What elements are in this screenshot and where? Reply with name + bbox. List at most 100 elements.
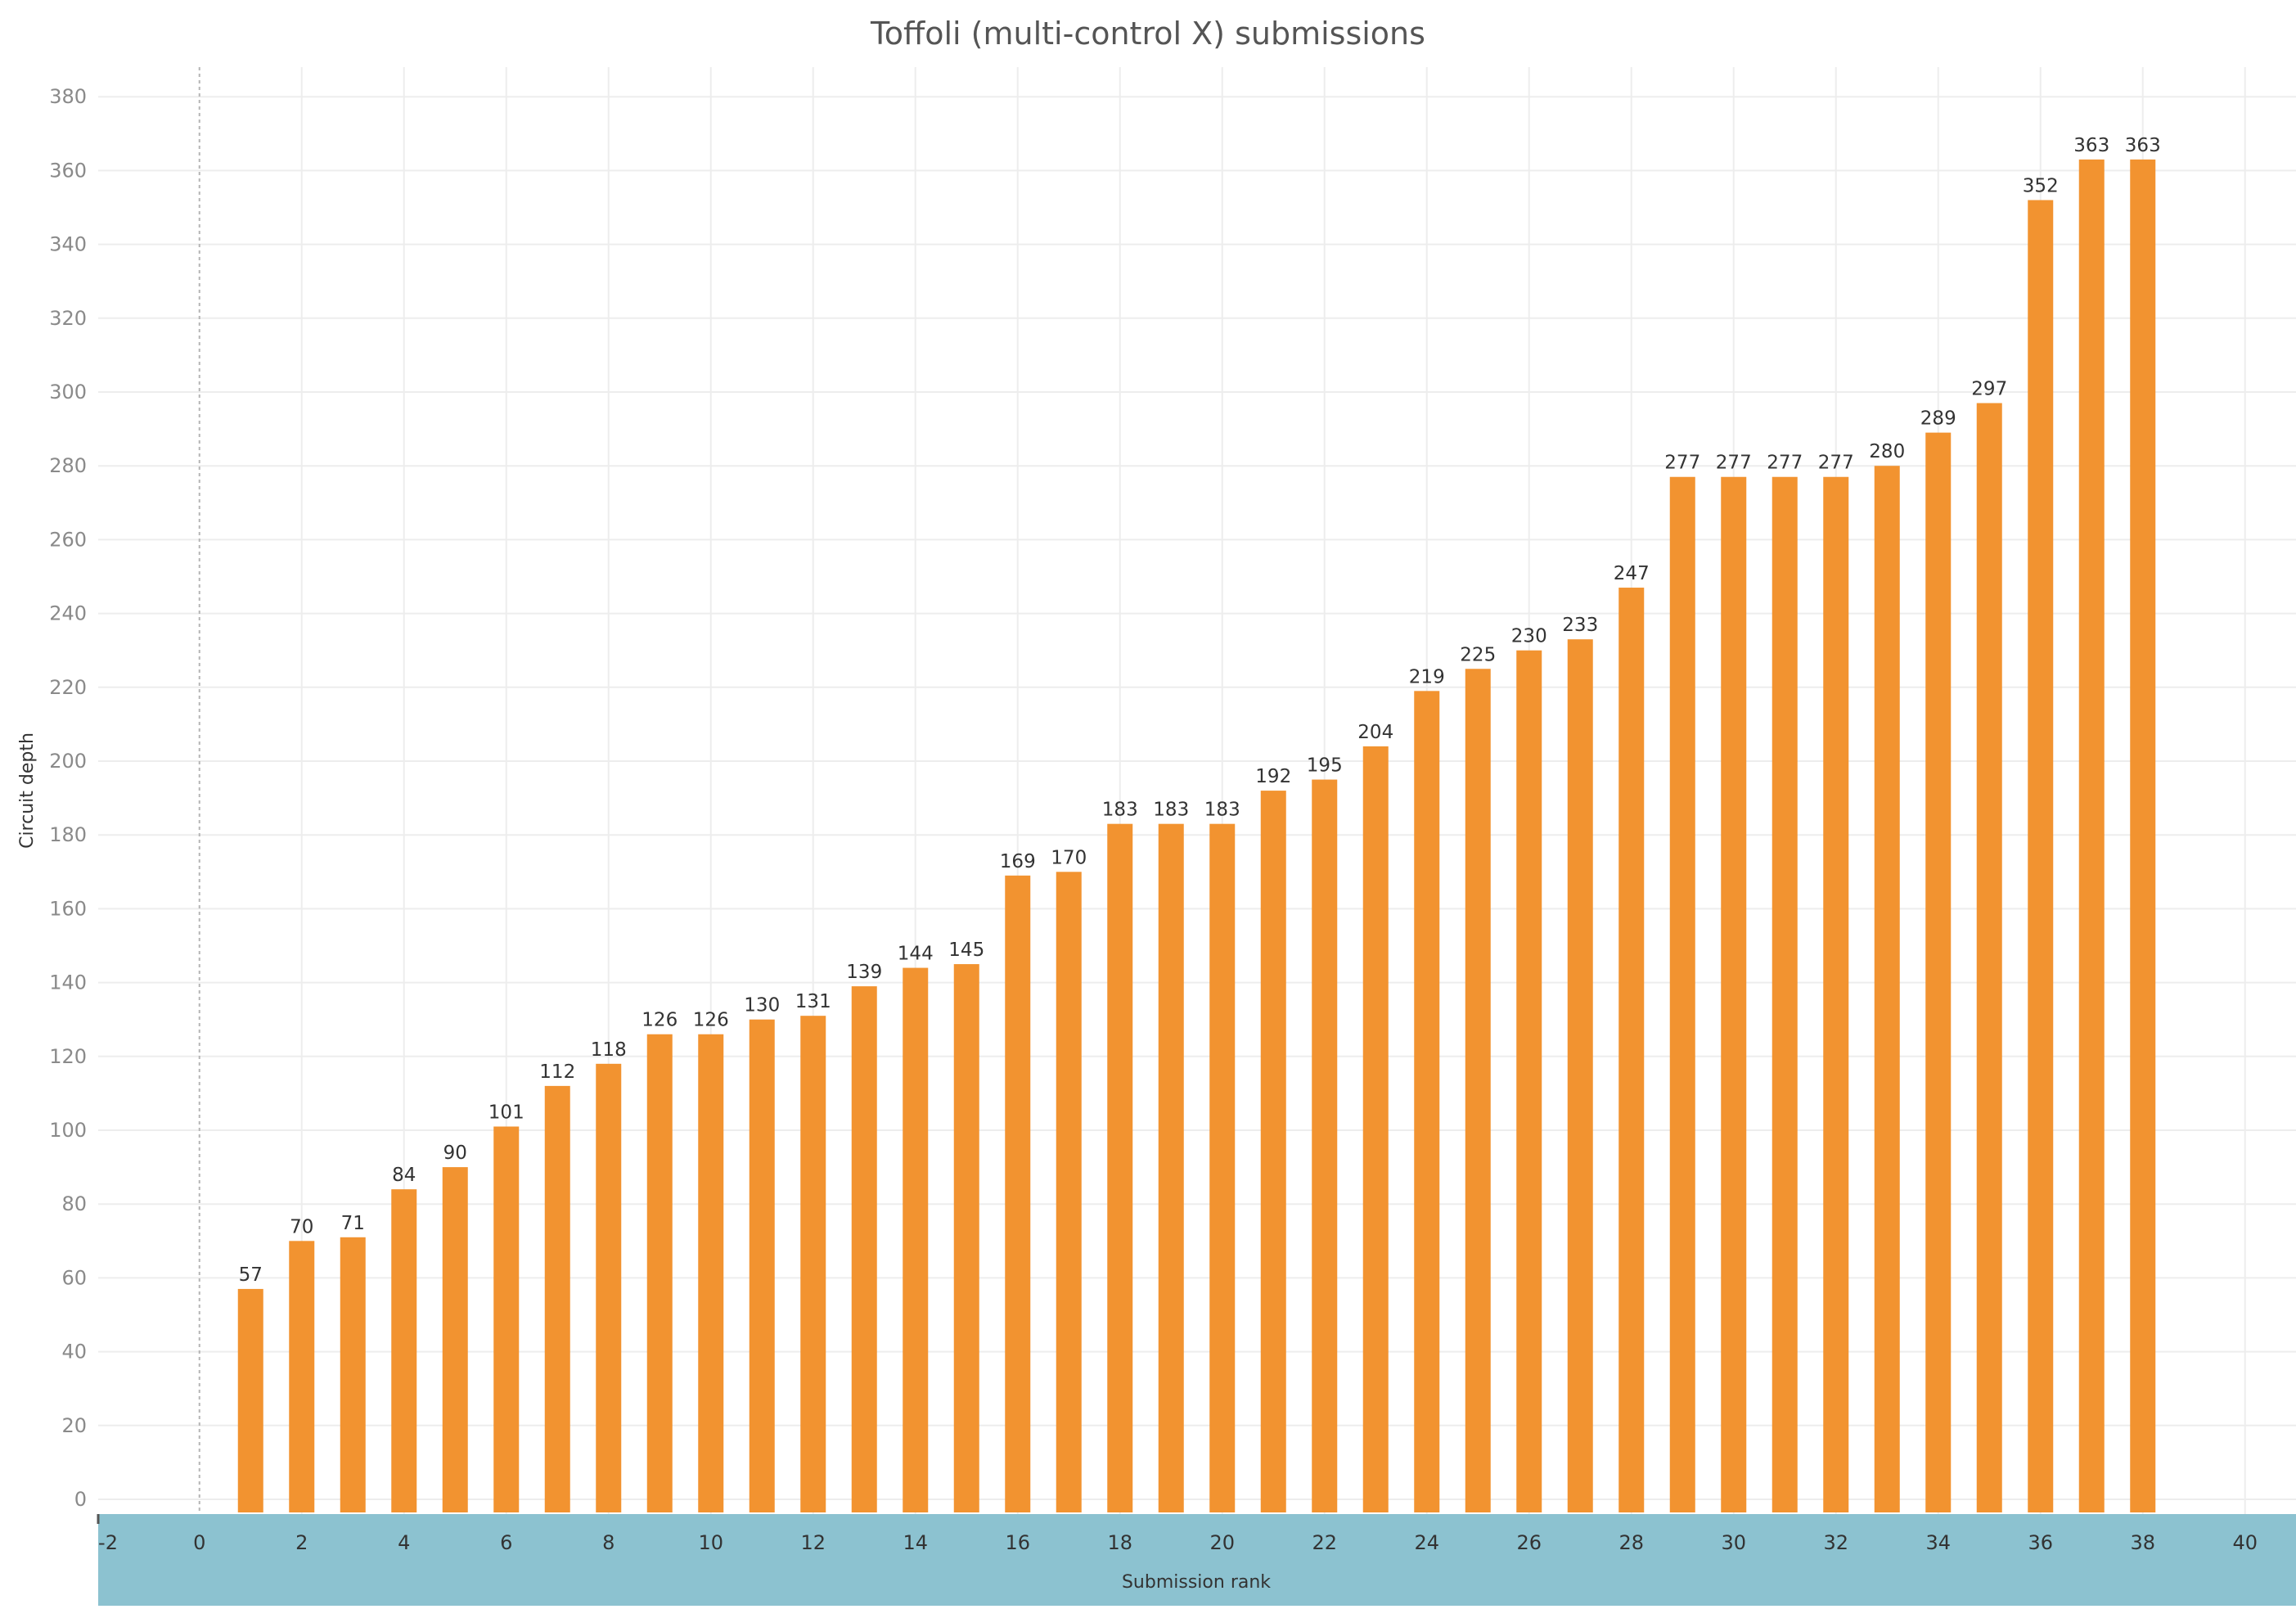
y-axis-ticks: 0 20 40 60 80 100 120 140 160 180 200 220 240 260 280 3…: [49, 85, 87, 1511]
bar-value-label: 225: [1460, 644, 1496, 665]
y-tick-label: 40: [61, 1341, 87, 1363]
bar-value-label: 195: [1307, 755, 1343, 777]
x-tick-label: 2: [295, 1531, 308, 1554]
bar: [1312, 779, 1338, 1512]
bar: [903, 967, 929, 1512]
y-tick-label: 380: [49, 85, 87, 108]
x-tick-label: 8: [602, 1531, 615, 1554]
bar-value-label: 277: [1664, 453, 1700, 474]
bar-value-label: 130: [744, 995, 780, 1016]
y-tick-label: 20: [61, 1414, 87, 1437]
x-tick-label: 6: [500, 1531, 512, 1554]
bar: [1158, 823, 1184, 1512]
bar-value-label: 90: [443, 1143, 467, 1164]
y-tick-label: 100: [49, 1119, 87, 1142]
x-tick-label: 32: [1823, 1531, 1848, 1554]
y-axis-label: Circuit depth: [17, 732, 38, 849]
x-axis-band: [98, 1514, 2296, 1606]
bar-value-label: 280: [1869, 441, 1905, 462]
bar-value-label: 145: [948, 940, 984, 961]
x-tick-label: 14: [903, 1531, 928, 1554]
y-tick-label: 180: [49, 823, 87, 846]
x-tick-label: 30: [1721, 1531, 1746, 1554]
bar-value-label: 230: [1511, 626, 1547, 647]
y-tick-label: 120: [49, 1045, 87, 1068]
bars: [237, 159, 2156, 1513]
bar: [1823, 476, 1849, 1512]
bar-value-label: 84: [392, 1165, 416, 1186]
bar: [1362, 746, 1389, 1512]
bar: [544, 1085, 570, 1512]
bar: [851, 986, 877, 1512]
y-tick-label: 80: [61, 1192, 87, 1215]
y-tick-label: 280: [49, 454, 87, 477]
bar: [1669, 476, 1695, 1512]
y-tick-label: 60: [61, 1266, 87, 1289]
y-tick-label: 140: [49, 971, 87, 994]
x-tick-label: 12: [800, 1531, 826, 1554]
y-tick-label: 160: [49, 897, 87, 920]
y-tick-label: 360: [49, 159, 87, 182]
bar: [749, 1019, 775, 1512]
bar: [1721, 476, 1747, 1512]
x-tick-label: 4: [398, 1531, 410, 1554]
bar: [493, 1126, 520, 1512]
bar-value-label: 277: [1767, 453, 1803, 474]
y-tick-label: 340: [49, 233, 87, 256]
y-tick-label: 300: [49, 381, 87, 403]
y-tick-label: 240: [49, 602, 87, 625]
bar: [340, 1237, 366, 1512]
bar-value-label: 183: [1204, 800, 1240, 821]
x-tick-label: 18: [1107, 1531, 1132, 1554]
x-tick-label: 34: [1925, 1531, 1951, 1554]
x-tick-label: 38: [2130, 1531, 2155, 1554]
chart-title: Toffoli (multi-control X) submissions: [870, 16, 1425, 52]
bar: [1465, 669, 1491, 1512]
y-tick-label: 220: [49, 676, 87, 699]
bar: [1772, 476, 1798, 1512]
x-tick-label: 10: [698, 1531, 723, 1554]
x-tick-label: 40: [2232, 1531, 2258, 1554]
bar: [800, 1016, 826, 1512]
y-tick-label: 0: [74, 1488, 87, 1511]
x-tick-label: 16: [1005, 1531, 1030, 1554]
bar: [1874, 466, 1900, 1513]
bar: [1618, 588, 1645, 1512]
x-tick-label: -2: [98, 1531, 118, 1554]
bar: [1567, 639, 1593, 1513]
bar-value-label: 247: [1614, 563, 1650, 584]
bar-value-label: 71: [341, 1213, 365, 1234]
bar-value-label: 363: [2125, 135, 2161, 156]
bar-value-label: 297: [1971, 379, 2007, 400]
bar: [2130, 159, 2156, 1512]
bar-value-label: 192: [1255, 766, 1291, 787]
bar-value-label: 169: [1000, 851, 1036, 872]
bar: [1107, 823, 1133, 1512]
bar-value-label: 126: [642, 1010, 678, 1031]
bar-value-label: 70: [290, 1216, 313, 1237]
bar-value-label: 139: [846, 962, 882, 983]
bar-value-label: 57: [239, 1264, 263, 1286]
y-tick-label: 260: [49, 528, 87, 551]
bar-value-label: 118: [591, 1039, 627, 1061]
bar-value-label: 126: [693, 1010, 729, 1031]
bar-value-label: 352: [2023, 175, 2059, 196]
bar: [289, 1241, 315, 1512]
bar: [2078, 159, 2105, 1512]
bar: [2028, 200, 2054, 1513]
data-labels: 57 70 71 84 90 101 112 118 126 126 130 131 139 144 145…: [239, 135, 2161, 1286]
bar-value-label: 289: [1920, 408, 1956, 430]
bar: [1976, 403, 2002, 1512]
x-tick-label: 20: [1209, 1531, 1235, 1554]
bar-value-label: 170: [1051, 847, 1087, 868]
bar-value-label: 112: [539, 1061, 575, 1083]
x-tick-label: 36: [2028, 1531, 2053, 1554]
x-axis-ticks: -2 0 2 4 6 8 10 12 14 16 18 20 22 24 26 28 30 32 34 36 38 40: [97, 1514, 2258, 1554]
bar-value-label: 233: [1562, 615, 1598, 636]
bar: [698, 1034, 724, 1512]
bar-value-label: 101: [488, 1102, 524, 1123]
bar-value-label: 277: [1716, 453, 1752, 474]
bar: [1005, 875, 1031, 1512]
